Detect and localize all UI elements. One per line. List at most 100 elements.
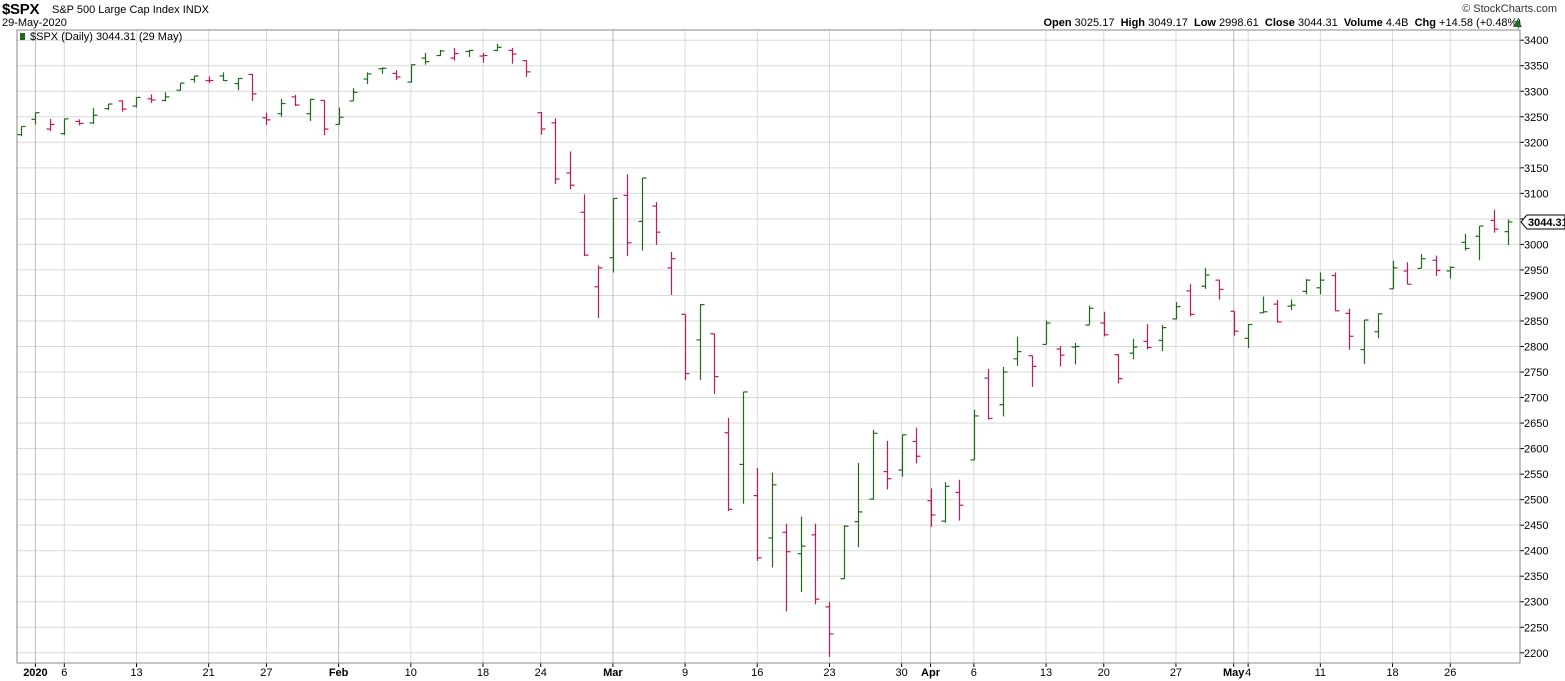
y-tick-label: 2400 [1524, 546, 1548, 558]
y-tick-label: 2850 [1524, 316, 1548, 328]
chart-date: 29-May-2020 [2, 17, 67, 29]
ohlc-bar [1215, 279, 1224, 300]
ohlc-bar [1331, 272, 1340, 312]
ohlc-bars [17, 43, 1513, 657]
y-tick-label: 3300 [1524, 86, 1548, 98]
ohlc-bar [638, 177, 647, 251]
x-tick-label: 13 [1040, 667, 1052, 679]
ohlc-bar [132, 96, 141, 108]
open-value: 3025.17 [1074, 17, 1115, 29]
company-title: S&P 500 Large Cap Index [52, 4, 180, 16]
ohlc-bar [1504, 219, 1513, 245]
ticker-symbol: $SPX [2, 1, 40, 18]
open-label: Open [1043, 17, 1072, 29]
ohlc-bar [1244, 323, 1253, 349]
ohlc-bar [378, 67, 387, 74]
y-tick-label: 3400 [1524, 35, 1548, 47]
y-tick-label: 2900 [1524, 290, 1548, 302]
ohlc-bar [1056, 345, 1065, 367]
ohlc-bar [176, 82, 185, 91]
ohlc-bar [1100, 311, 1109, 337]
ohlc-bar [522, 60, 531, 77]
ohlc-bar [898, 434, 907, 477]
close-value: 3044.31 [1297, 17, 1338, 29]
ohlc-bar [1259, 296, 1268, 314]
ohlc-bar [1158, 325, 1167, 352]
ohlc-bar [825, 601, 834, 657]
ohlc-bar [508, 47, 517, 64]
ohlc-bar [739, 391, 748, 504]
x-axis-ticks: 2020 6 13 21 27 Feb 10 18 24 Mar 9 16 23 30 Apr 6 13 20 27… [23, 663, 1456, 679]
ohlc-bar [1114, 354, 1123, 384]
y-tick-label: 2800 [1524, 342, 1548, 354]
ohlc-bar [955, 479, 964, 521]
ohlc-bar [724, 417, 733, 511]
ohlc-bar [1490, 209, 1499, 233]
ohlc-bar [883, 440, 892, 490]
ohlc-bar [1287, 299, 1296, 311]
ohlc-bar [392, 70, 401, 81]
y-tick-label: 2200 [1524, 648, 1548, 660]
ohlc-bar [436, 49, 445, 57]
last-price-label: 3044.31 [1528, 217, 1565, 229]
ohlc-bar [999, 366, 1008, 417]
y-tick-label: 2550 [1524, 469, 1548, 481]
ohlc-bar [667, 252, 676, 295]
ohlc-bar [1316, 272, 1325, 295]
ohlc-bar [984, 368, 993, 420]
x-tick-label: 13 [130, 667, 142, 679]
ohlc-bar [1186, 284, 1195, 317]
y-tick-label: 2250 [1524, 622, 1548, 634]
ohlc-bar [970, 409, 979, 461]
ohlc-bar [147, 94, 156, 103]
ohlc-bar [840, 525, 849, 580]
ohlc-bar [1446, 266, 1455, 279]
x-tick-label: 4 [1245, 667, 1251, 679]
brand-watermark: © StockCharts.com [1462, 3, 1557, 15]
ohlc-bar [31, 112, 40, 125]
ohlc-bar [1230, 310, 1239, 336]
x-tick-label: Mar [603, 667, 623, 679]
y-tick-label: 3100 [1524, 188, 1548, 200]
legend-bar-icon [20, 33, 25, 40]
ohlc-bar [1172, 302, 1181, 320]
ohlc-bar [811, 523, 820, 605]
y-tick-label: 3250 [1524, 112, 1548, 124]
ohlc-bar [594, 265, 603, 318]
ohlc-bar [609, 197, 618, 273]
x-tick-label: 30 [896, 667, 908, 679]
ohlc-bar [1042, 320, 1051, 346]
y-axis-ticks: 2200 2250 2300 2350 2400 2450 2500 2550 2600 2650… [1520, 35, 1548, 660]
x-tick-label: 6 [971, 667, 977, 679]
x-tick-label: 9 [682, 667, 688, 679]
ohlc-bar [681, 313, 690, 381]
x-tick-label: 6 [61, 667, 67, 679]
ohlc-bar [1374, 313, 1383, 339]
ohlc-bar [421, 52, 430, 65]
ohlc-bar [753, 467, 762, 561]
close-label: Close [1264, 17, 1295, 29]
y-tick-label: 3150 [1524, 163, 1548, 175]
y-tick-label: 2700 [1524, 393, 1548, 405]
ohlc-bar [1028, 355, 1037, 387]
chart-grid [17, 30, 1520, 663]
volume-label: Volume [1343, 17, 1383, 29]
ohlc-bar [623, 174, 632, 257]
ohlc-bar [768, 472, 777, 568]
ohlc-bar [537, 112, 546, 135]
ohlc-bar [335, 107, 344, 126]
y-tick-label: 2600 [1524, 444, 1548, 456]
up-arrow-icon [1513, 19, 1522, 27]
ohlc-bar [190, 75, 199, 83]
ohlc-bar [407, 64, 416, 83]
low-value: 2998.61 [1219, 17, 1259, 29]
x-tick-label: 16 [751, 667, 763, 679]
x-tick-label: 18 [477, 667, 489, 679]
last-price-tag: 3044.31 [1520, 214, 1565, 230]
x-tick-label: 11 [1315, 667, 1326, 679]
ohlc-bar [1302, 279, 1311, 295]
ohlc-bar [161, 92, 170, 102]
ohlc-bar [941, 482, 950, 523]
chg-value: +14.58 (+0.48%) [1439, 17, 1521, 29]
ohlc-bar [493, 43, 502, 52]
